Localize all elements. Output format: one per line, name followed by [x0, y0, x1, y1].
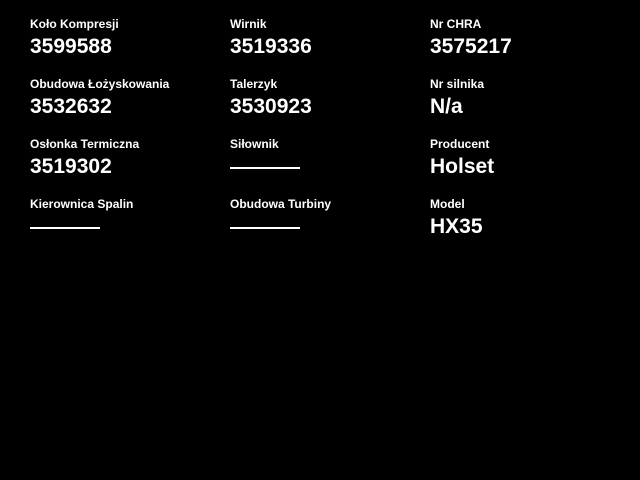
field-label: Obudowa Łożyskowania	[30, 77, 170, 91]
field-value: N/a	[430, 95, 463, 118]
field-value: HX35	[430, 215, 483, 238]
field-nr-silnika: Nr silnika N/a	[430, 77, 640, 137]
field-value: 3530923	[230, 95, 312, 118]
field-kierownica-spalin: Kierownica Spalin	[30, 197, 230, 257]
parts-grid: Koło Kompresji 3599588 Wirnik 3519336 Nr…	[30, 17, 640, 257]
field-value: 3519336	[230, 35, 312, 58]
field-label: Nr silnika	[430, 77, 485, 91]
field-label: Talerzyk	[230, 77, 278, 91]
field-model: Model HX35	[430, 197, 640, 257]
empty-value-dash	[230, 167, 300, 169]
field-label: Obudowa Turbiny	[230, 197, 332, 211]
field-oslonka-termiczna: Osłonka Termiczna 3519302	[30, 137, 230, 197]
field-label: Koło Kompresji	[30, 17, 119, 31]
field-value: 3575217	[430, 35, 512, 58]
field-producent: Producent Holset	[430, 137, 640, 197]
field-label: Siłownik	[230, 137, 279, 151]
empty-value-dash	[230, 227, 300, 229]
field-label: Osłonka Termiczna	[30, 137, 140, 151]
field-silownik: Siłownik	[230, 137, 430, 197]
field-obudowa-turbiny: Obudowa Turbiny	[230, 197, 430, 257]
field-nr-chra: Nr CHRA 3575217	[430, 17, 640, 77]
field-label: Model	[430, 197, 465, 211]
field-value: Holset	[430, 155, 495, 178]
field-wirnik: Wirnik 3519336	[230, 17, 430, 77]
field-kolo-kompresji: Koło Kompresji 3599588	[30, 17, 230, 77]
field-talerzyk: Talerzyk 3530923	[230, 77, 430, 137]
field-label: Nr CHRA	[430, 17, 482, 31]
field-label: Wirnik	[230, 17, 267, 31]
field-value: 3532632	[30, 95, 112, 118]
field-obudowa-lozyskowania: Obudowa Łożyskowania 3532632	[30, 77, 230, 137]
field-value: 3519302	[30, 155, 112, 178]
field-label: Kierownica Spalin	[30, 197, 134, 211]
field-label: Producent	[430, 137, 490, 151]
field-value: 3599588	[30, 35, 112, 58]
empty-value-dash	[30, 227, 100, 229]
